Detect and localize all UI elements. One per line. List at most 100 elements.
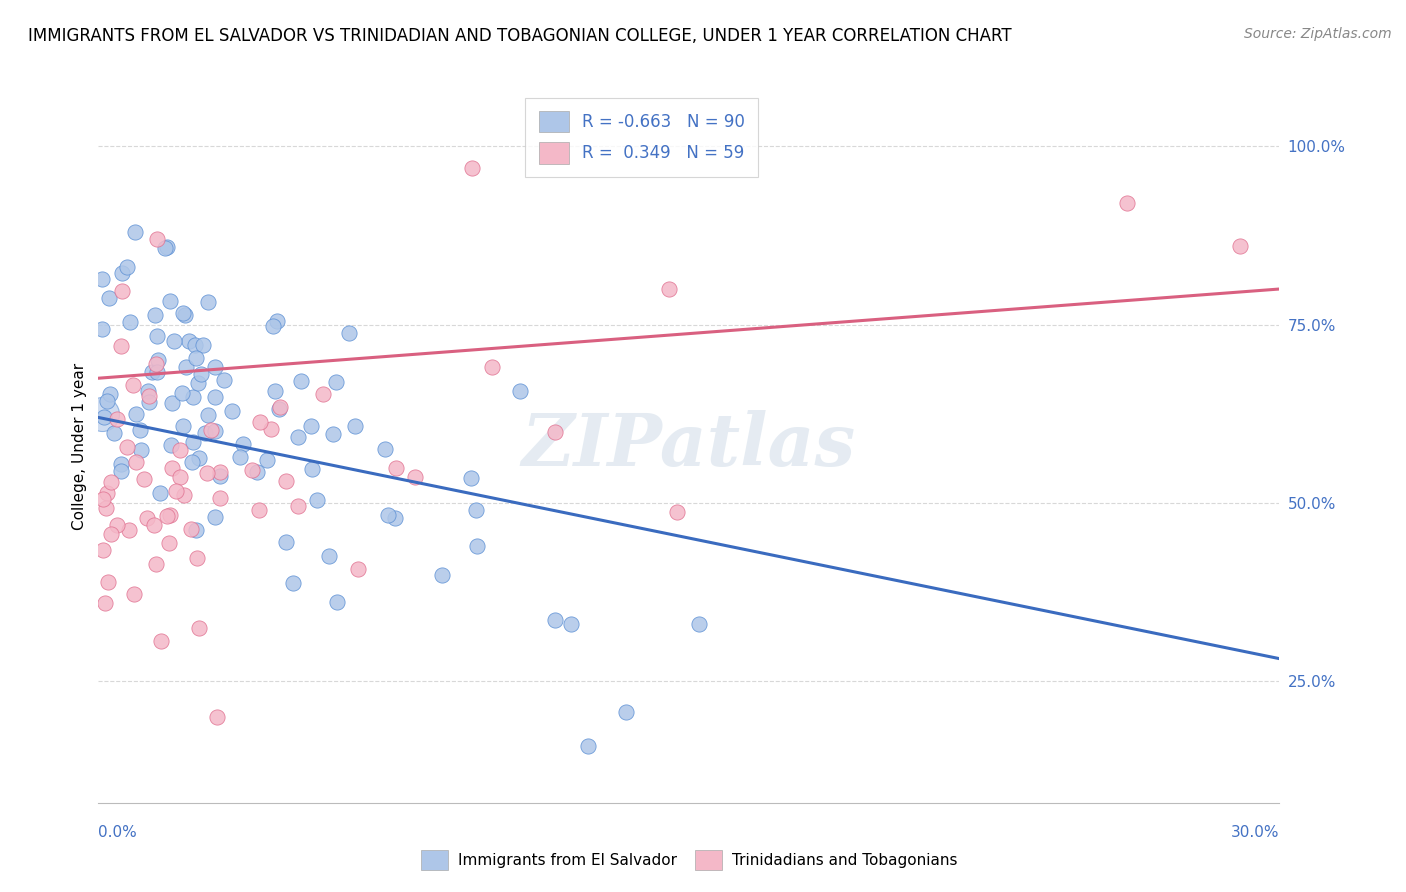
- Point: [326, 595, 349, 609]
- Point: [115, 260, 138, 274]
- Point: [150, 634, 173, 648]
- Point: [212, 373, 235, 387]
- Point: [100, 475, 122, 489]
- Point: [200, 423, 222, 437]
- Point: [465, 503, 488, 517]
- Point: [430, 567, 453, 582]
- Point: [160, 438, 183, 452]
- Point: [269, 401, 291, 416]
- Point: [1229, 239, 1251, 253]
- Point: [193, 338, 215, 352]
- Point: [110, 464, 132, 478]
- Point: [240, 463, 263, 477]
- Point: [186, 523, 208, 537]
- Point: [461, 161, 484, 175]
- Point: [172, 419, 194, 434]
- Point: [221, 404, 243, 418]
- Point: [105, 412, 128, 426]
- Point: [121, 377, 143, 392]
- Point: [665, 504, 688, 518]
- Point: [160, 460, 183, 475]
- Point: [94, 596, 117, 610]
- Y-axis label: College, Under 1 year: College, Under 1 year: [72, 362, 87, 530]
- Point: [544, 613, 567, 627]
- Point: [337, 326, 360, 340]
- Point: [91, 407, 114, 421]
- Point: [204, 359, 226, 374]
- Point: [143, 517, 166, 532]
- Point: [128, 423, 150, 437]
- Point: [169, 443, 191, 458]
- Point: [124, 455, 146, 469]
- Point: [197, 294, 219, 309]
- Point: [312, 387, 335, 401]
- Point: [209, 469, 232, 483]
- Point: [111, 284, 134, 298]
- Point: [172, 306, 194, 320]
- Point: [229, 450, 252, 464]
- Point: [98, 291, 121, 305]
- Point: [208, 466, 231, 480]
- Point: [274, 534, 297, 549]
- Point: [143, 308, 166, 322]
- Point: [460, 471, 482, 485]
- Point: [509, 384, 531, 399]
- Point: [404, 470, 426, 484]
- Point: [194, 426, 217, 441]
- Point: [135, 511, 157, 525]
- Point: [159, 508, 181, 522]
- Point: [188, 621, 211, 635]
- Point: [465, 539, 488, 553]
- Point: [129, 443, 152, 458]
- Point: [322, 427, 344, 442]
- Point: [384, 511, 406, 525]
- Point: [145, 365, 167, 379]
- Point: [188, 450, 211, 465]
- Point: [136, 384, 159, 399]
- Point: [174, 360, 197, 375]
- Point: [207, 710, 229, 724]
- Point: [103, 425, 125, 440]
- Point: [197, 408, 219, 422]
- Point: [110, 339, 132, 353]
- Point: [197, 466, 219, 480]
- Point: [204, 510, 226, 524]
- Point: [96, 394, 118, 409]
- Point: [125, 407, 148, 421]
- Point: [377, 508, 399, 523]
- Point: [94, 501, 117, 516]
- Point: [110, 457, 132, 471]
- Point: [209, 491, 232, 506]
- Point: [181, 390, 204, 404]
- Point: [159, 293, 181, 308]
- Point: [183, 434, 205, 449]
- Point: [318, 549, 340, 564]
- Text: IMMIGRANTS FROM EL SALVADOR VS TRINIDADIAN AND TOBAGONIAN COLLEGE, UNDER 1 YEAR : IMMIGRANTS FROM EL SALVADOR VS TRINIDADI…: [28, 27, 1012, 45]
- Point: [246, 465, 269, 479]
- Point: [165, 484, 187, 499]
- Text: ZIPatlas: ZIPatlas: [522, 410, 856, 482]
- Point: [204, 390, 226, 404]
- Point: [157, 536, 180, 550]
- Point: [290, 374, 312, 388]
- Point: [249, 415, 271, 429]
- Point: [481, 359, 503, 374]
- Point: [299, 419, 322, 434]
- Point: [184, 351, 207, 365]
- Point: [274, 475, 297, 489]
- Point: [187, 376, 209, 390]
- Point: [96, 486, 118, 500]
- Point: [132, 472, 155, 486]
- Point: [173, 308, 195, 322]
- Legend: Immigrants from El Salvador, Trinidadians and Tobagonians: Immigrants from El Salvador, Trinidadian…: [413, 842, 965, 877]
- Point: [156, 239, 179, 253]
- Point: [287, 430, 309, 444]
- Point: [118, 523, 141, 537]
- Point: [184, 338, 207, 352]
- Text: Source: ZipAtlas.com: Source: ZipAtlas.com: [1244, 27, 1392, 41]
- Text: 0.0%: 0.0%: [98, 825, 138, 840]
- Point: [169, 469, 191, 483]
- Point: [100, 526, 122, 541]
- Point: [155, 509, 177, 524]
- Point: [149, 486, 172, 500]
